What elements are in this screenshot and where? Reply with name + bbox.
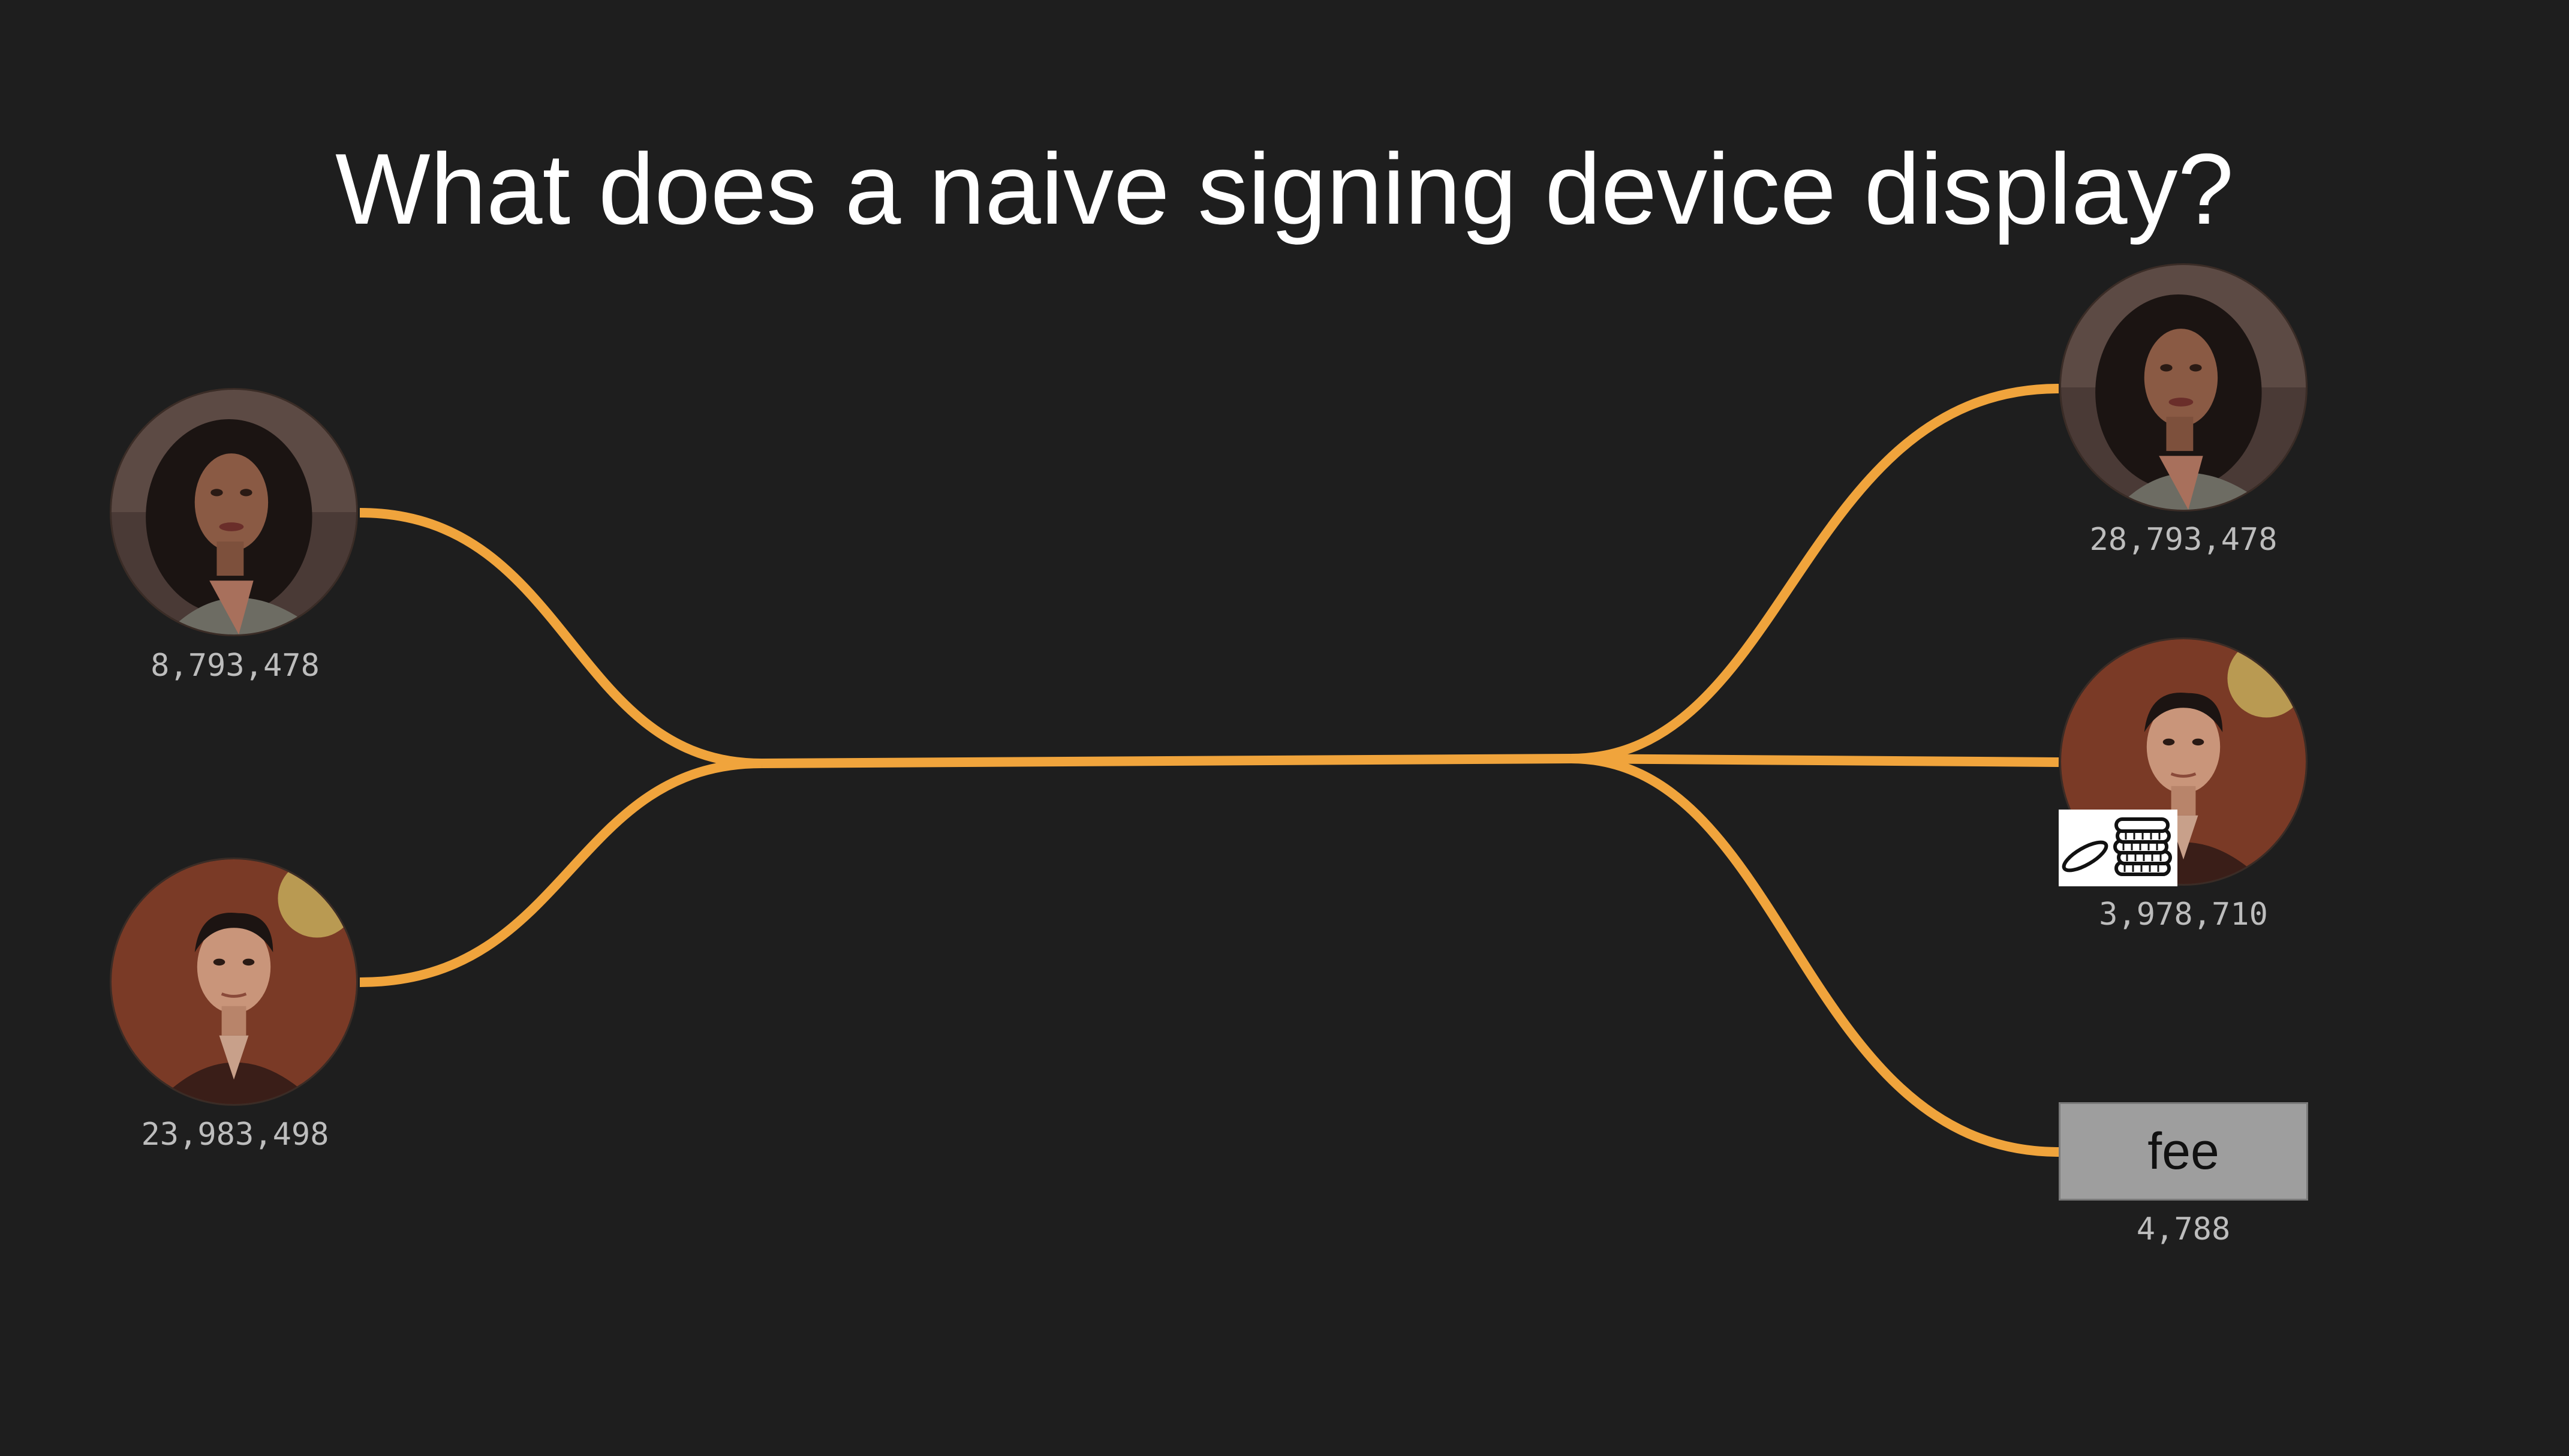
output-1-amount: 28,793,478 (2089, 522, 2278, 558)
transaction-trunk (761, 754, 1572, 768)
fee-label: fee (2147, 1122, 2219, 1180)
woman-portrait-icon (112, 390, 356, 634)
input-2-avatar (110, 858, 358, 1106)
output-flow-1 (1571, 384, 2059, 763)
fee-box: fee (2059, 1102, 2308, 1201)
slide-title: What does a naive signing device display… (335, 133, 2234, 245)
fee-amount: 4,788 (2136, 1211, 2231, 1247)
input-2-amount: 23,983,498 (141, 1117, 329, 1153)
output-1-avatar (2059, 263, 2308, 512)
output-flow-2 (1571, 754, 2059, 767)
input-flow-1 (359, 508, 762, 768)
coins-icon (2059, 810, 2177, 886)
man-portrait-icon (112, 859, 356, 1104)
output-2-amount: 3,978,710 (2099, 897, 2268, 932)
input-1-avatar (110, 388, 358, 636)
input-1-amount: 8,793,478 (151, 648, 320, 684)
woman-portrait-icon (2061, 265, 2306, 510)
output-flow-3 (1571, 754, 2059, 1157)
input-flow-2 (359, 759, 762, 987)
